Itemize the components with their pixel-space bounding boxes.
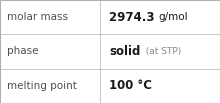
- Text: 100 °C: 100 °C: [109, 79, 152, 92]
- Text: phase: phase: [7, 46, 38, 57]
- Text: g/mol: g/mol: [159, 12, 188, 22]
- Text: (at STP): (at STP): [140, 47, 182, 56]
- Text: solid: solid: [109, 45, 140, 58]
- Text: 2974.3: 2974.3: [109, 11, 159, 24]
- Text: molar mass: molar mass: [7, 12, 68, 22]
- Text: melting point: melting point: [7, 81, 77, 91]
